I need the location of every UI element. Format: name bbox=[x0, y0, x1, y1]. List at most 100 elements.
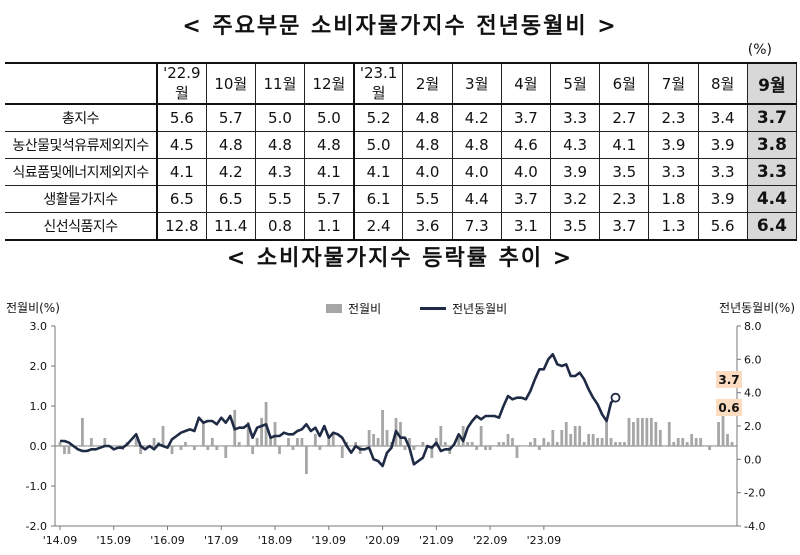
y-left-tick-label: 2.0 bbox=[30, 360, 48, 373]
legend-label-line: 전년동월비 bbox=[452, 302, 507, 316]
mom-bar bbox=[658, 430, 662, 446]
mom-bar bbox=[520, 446, 523, 447]
table-cell: 4.1 bbox=[353, 158, 404, 186]
mom-bar bbox=[58, 442, 62, 446]
yoy-last-marker bbox=[610, 392, 621, 403]
mom-bar bbox=[551, 430, 555, 446]
mom-bar bbox=[511, 438, 514, 446]
table-title: < 주요부문 소비자물가지수 전년동월비 > bbox=[182, 14, 618, 39]
mom-annotation-label: 0.6 bbox=[718, 401, 739, 415]
table-cell: 6.4 bbox=[746, 212, 798, 241]
mom-bar bbox=[219, 446, 223, 447]
table-cell: 3.7 bbox=[500, 103, 552, 132]
mom-bar bbox=[502, 442, 505, 446]
table-cell: 4.3 bbox=[254, 158, 306, 186]
mom-bar bbox=[627, 418, 631, 446]
table-header-row: '22.9월 10월 11월 12월 '23.1월 2월 3월 4월 5월 6월 7월 8월 9월 bbox=[5, 62, 798, 105]
legend-label-bar: 전월비 bbox=[348, 302, 381, 316]
mom-bar bbox=[721, 414, 725, 446]
table-cell: 1.1 bbox=[304, 212, 355, 241]
table-cell: 4.2 bbox=[205, 158, 256, 186]
table-cell: 4.4 bbox=[746, 185, 798, 213]
mom-bar bbox=[237, 442, 241, 446]
table-cell: 4.5 bbox=[156, 131, 207, 159]
mom-bar bbox=[327, 438, 331, 446]
mom-bar bbox=[690, 434, 694, 446]
mom-bar bbox=[466, 442, 470, 446]
x-tick-label: '18.09 bbox=[258, 534, 293, 547]
table-cell: 1.3 bbox=[648, 212, 699, 241]
mom-bar bbox=[452, 446, 456, 447]
column-header: 11월 bbox=[254, 62, 306, 105]
mom-bar bbox=[349, 446, 353, 447]
x-tick-label: '16.09 bbox=[150, 534, 185, 547]
mom-bar bbox=[242, 446, 246, 447]
table-cell: 3.3 bbox=[697, 158, 748, 186]
table-cell: 6.1 bbox=[353, 185, 404, 213]
mom-bar bbox=[667, 422, 671, 446]
mom-bar bbox=[408, 438, 411, 446]
yoy-annotation-label: 3.7 bbox=[718, 373, 739, 387]
table-row: 총지수 5.6 5.7 5.0 5.0 5.2 4.8 4.2 3.7 3.3 2.7 2.3 3.4 3… bbox=[5, 103, 798, 132]
mom-bar bbox=[412, 446, 416, 450]
mom-bar bbox=[587, 434, 591, 446]
table-cell: 3.9 bbox=[697, 185, 748, 213]
table-cell: 5.7 bbox=[205, 103, 256, 132]
table-cell: 4.6 bbox=[500, 131, 552, 159]
mom-bar bbox=[175, 446, 178, 447]
mom-bar bbox=[645, 418, 649, 446]
row-label: 신선식품지수 bbox=[5, 212, 158, 241]
table-cell: 4.0 bbox=[402, 158, 453, 186]
table-cell: 2.3 bbox=[599, 185, 650, 213]
table-cell: 3.9 bbox=[549, 158, 601, 186]
mom-bar bbox=[322, 446, 326, 447]
mom-bar bbox=[188, 446, 192, 447]
y-left-tick-label: 1.0 bbox=[30, 400, 48, 413]
table-cell: 5.0 bbox=[353, 131, 404, 159]
mom-bar bbox=[363, 446, 367, 447]
mom-bar bbox=[591, 434, 595, 446]
mom-annotation-bg bbox=[716, 399, 742, 416]
mom-bar bbox=[430, 446, 434, 458]
mom-bar bbox=[170, 446, 174, 454]
mom-bar bbox=[443, 442, 447, 446]
table-cell: 4.1 bbox=[599, 131, 650, 159]
mom-bar bbox=[134, 438, 138, 446]
table-cell: 4.8 bbox=[304, 131, 355, 159]
y-right-tick-label: 6.0 bbox=[744, 353, 762, 366]
mom-bar bbox=[439, 426, 443, 446]
yoy-line bbox=[60, 353, 617, 468]
table-cell: 5.5 bbox=[254, 185, 306, 213]
mom-bar bbox=[717, 422, 720, 446]
x-tick-label: '23.09 bbox=[527, 534, 562, 547]
mom-bar bbox=[300, 438, 304, 446]
x-tick-label: '14.09 bbox=[43, 534, 78, 547]
mom-bar bbox=[305, 446, 308, 474]
mom-bar bbox=[399, 422, 402, 446]
mom-bar bbox=[251, 446, 255, 454]
mom-bar bbox=[515, 446, 519, 458]
mom-bar bbox=[699, 438, 703, 446]
chart-title: < 소비자물가지수 등락률 추이 > bbox=[226, 246, 574, 271]
x-tick-label: '17.09 bbox=[204, 534, 239, 547]
table-cell: 3.5 bbox=[549, 212, 601, 241]
y-left-tick-label: 0.0 bbox=[30, 440, 48, 453]
mom-bar bbox=[564, 422, 568, 446]
mom-bar bbox=[197, 446, 201, 447]
mom-bar bbox=[596, 438, 599, 446]
mom-bar bbox=[672, 442, 676, 446]
y-right-tick-label: 8.0 bbox=[744, 320, 762, 333]
table-cell: 3.9 bbox=[648, 131, 699, 159]
table-cell: 5.0 bbox=[304, 103, 355, 132]
mom-bar bbox=[331, 434, 335, 446]
mom-bar bbox=[546, 442, 550, 446]
mom-bar bbox=[681, 438, 685, 446]
mom-bar bbox=[161, 426, 165, 446]
yoy-annotation-bg bbox=[716, 371, 742, 388]
table-cell: 11.4 bbox=[205, 212, 256, 241]
table-cell: 3.9 bbox=[697, 131, 748, 159]
table-corner-cell bbox=[5, 62, 158, 105]
table-cell: 4.0 bbox=[500, 158, 552, 186]
mom-bar bbox=[76, 446, 80, 447]
mom-bar bbox=[488, 446, 492, 450]
